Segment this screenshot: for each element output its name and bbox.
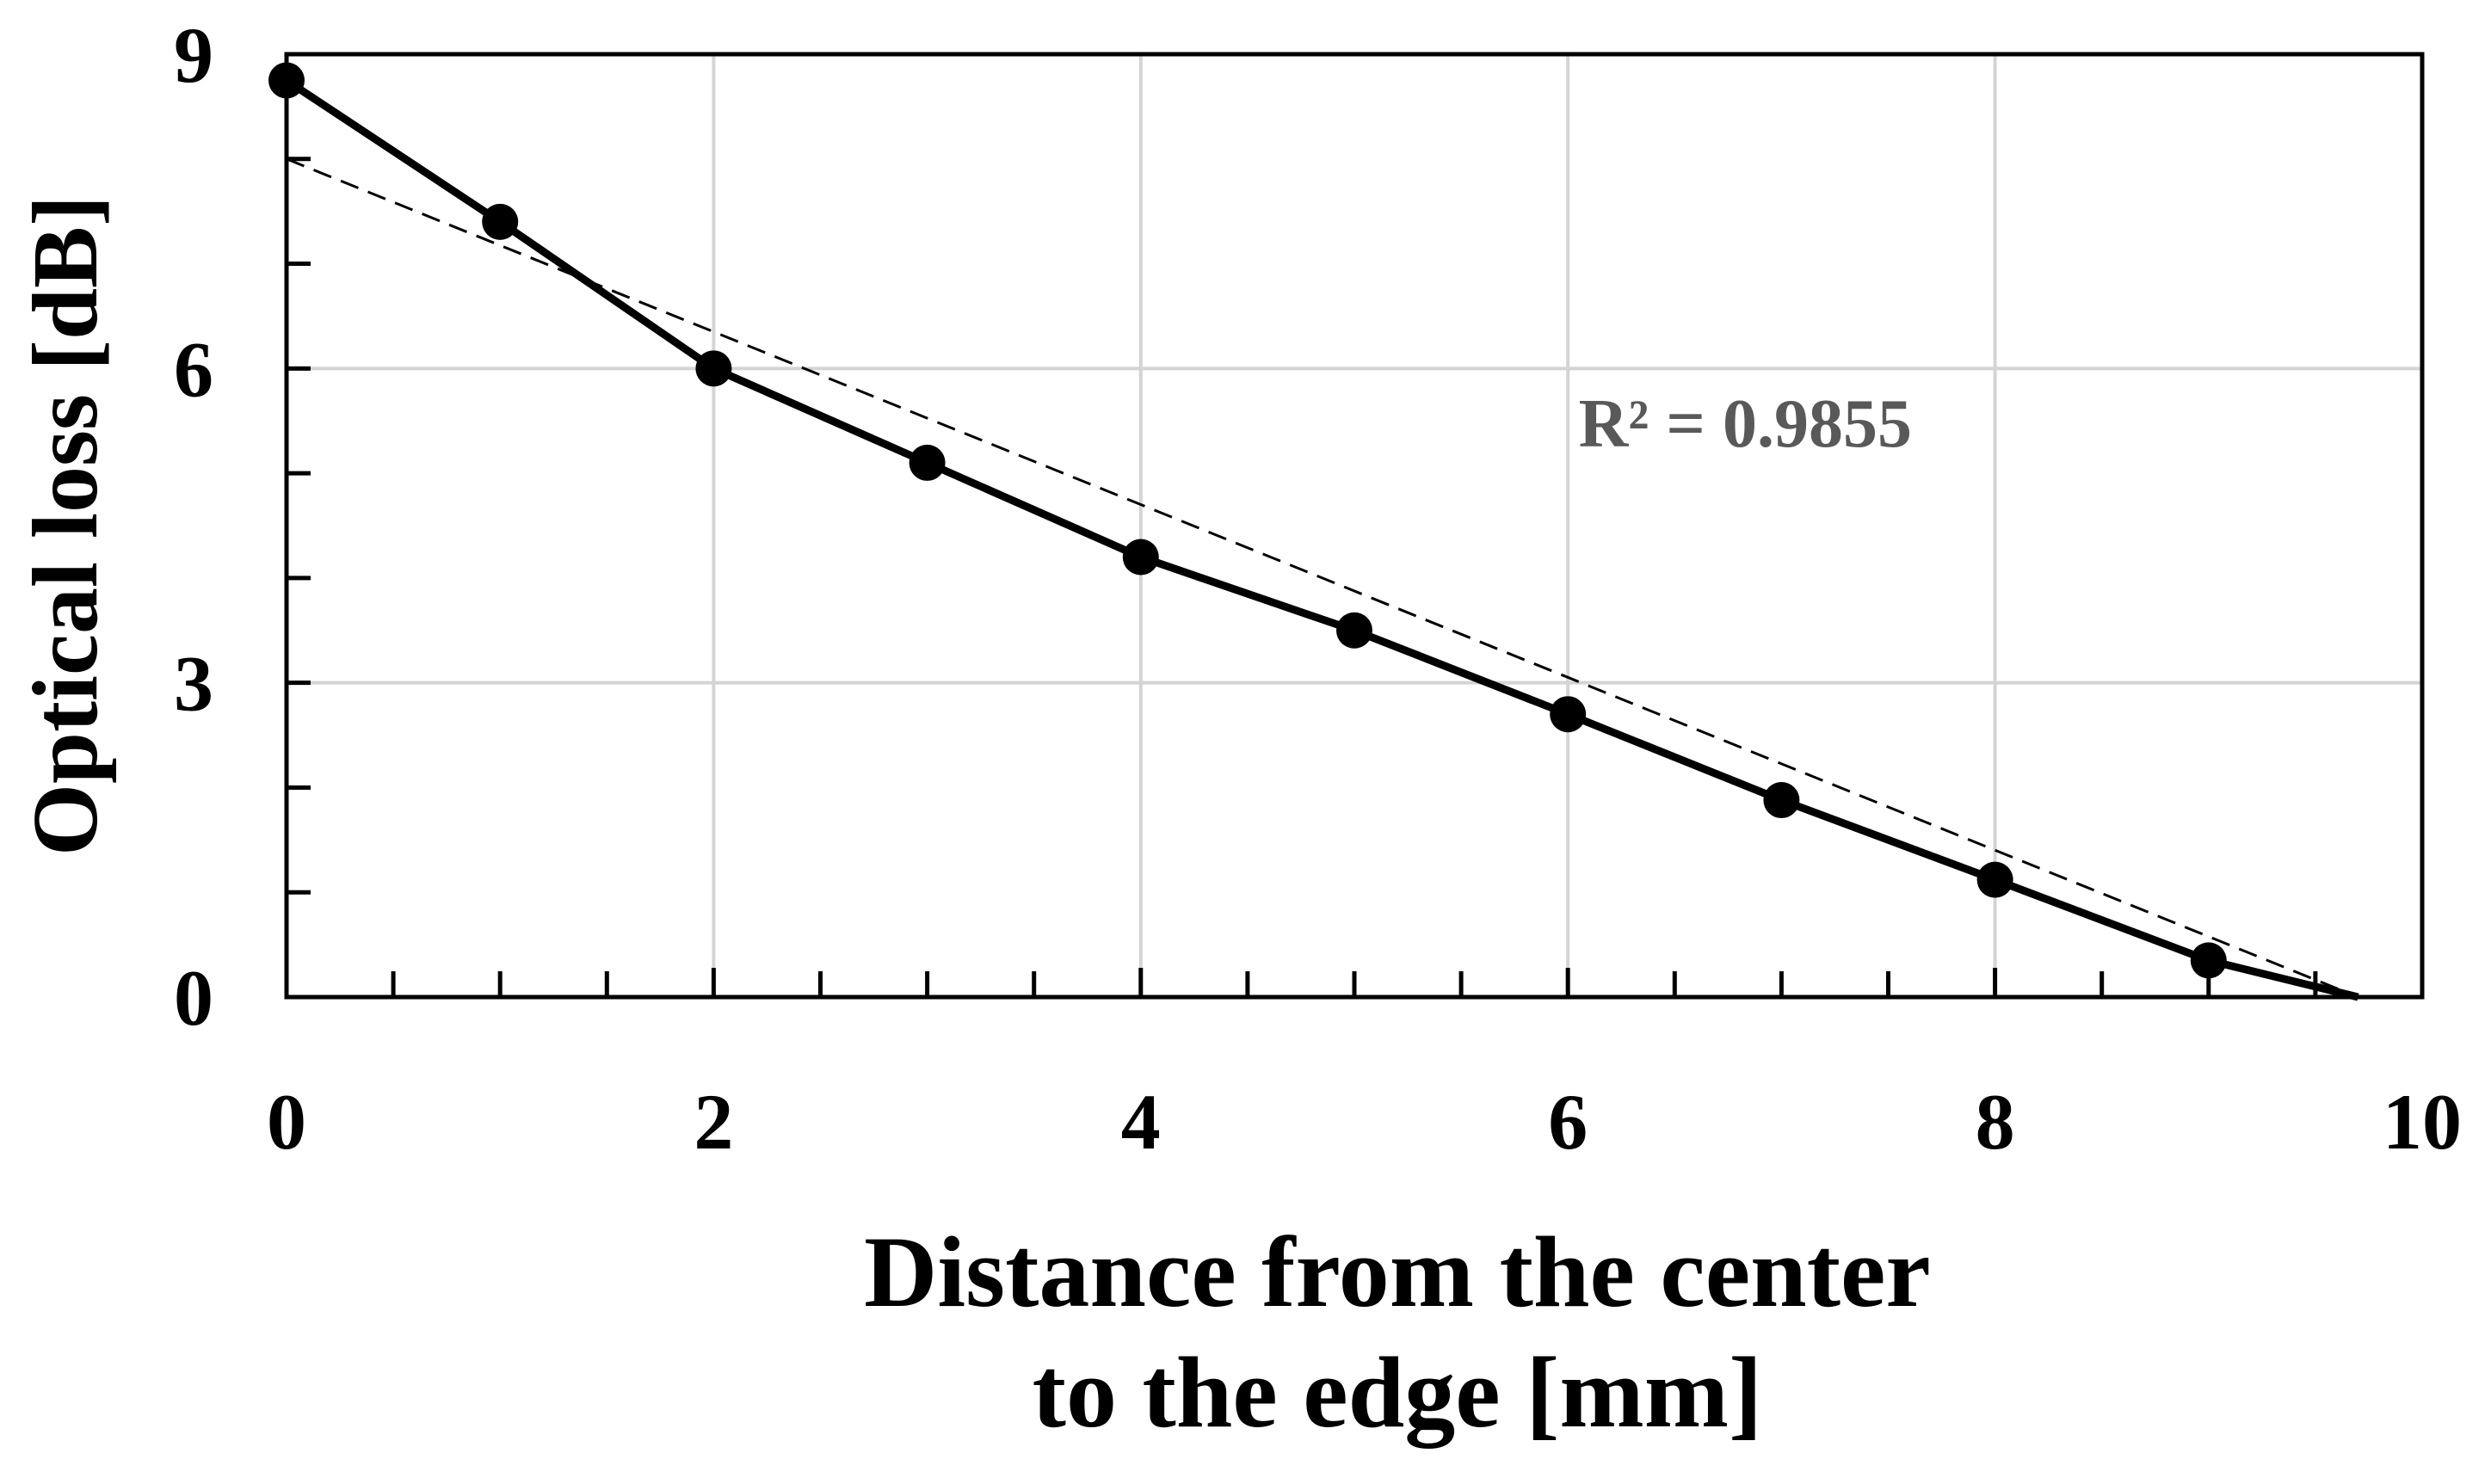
- r-squared-annotation: R² = 0.9855: [1579, 386, 1912, 462]
- x-tick-label: 4: [1121, 1078, 1161, 1166]
- plot-frame: [284, 52, 2425, 1000]
- x-tick-label: 2: [694, 1078, 733, 1166]
- x-tick-label: 10: [2383, 1078, 2462, 1166]
- y-tick-label: 9: [174, 11, 213, 99]
- data-point: [695, 350, 732, 387]
- y-axis-title: Optical loss [dB]: [15, 195, 117, 856]
- data-point: [1336, 612, 1372, 649]
- data-point: [482, 203, 519, 240]
- x-axis-title: to the edge [mm]: [1033, 1336, 1763, 1449]
- trendline: [286, 157, 2359, 999]
- data-point: [909, 444, 946, 481]
- x-tick-label: 8: [1976, 1078, 2015, 1166]
- data-point: [1122, 539, 1159, 576]
- y-tick-label: 3: [174, 640, 213, 728]
- trendline-layer: [286, 157, 2359, 999]
- y-tick-label: 0: [174, 954, 213, 1042]
- data-point: [2190, 942, 2227, 979]
- data-point: [1976, 861, 2013, 898]
- grid-layer: [287, 54, 2422, 997]
- data-point: [1550, 696, 1587, 733]
- axes-layer: [284, 52, 2425, 1000]
- x-tick-label: 6: [1548, 1078, 1588, 1166]
- series-layer: [268, 62, 2359, 1001]
- y-tick-label: 6: [174, 325, 213, 413]
- data-point: [1763, 782, 1800, 819]
- x-axis-title: Distance from the center: [864, 1216, 1931, 1328]
- x-tick-label: 0: [267, 1078, 306, 1166]
- series-line: [284, 77, 2359, 1001]
